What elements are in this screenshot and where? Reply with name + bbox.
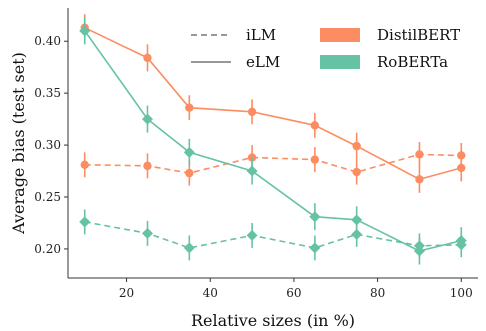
- legend-label-distilbert: DistilBERT: [377, 26, 460, 44]
- y-tick-label: 0.40: [34, 34, 61, 48]
- data-point-distilbert-ilm: [143, 161, 152, 171]
- data-point-distilbert-elm: [143, 53, 152, 63]
- series-line-distilbert-elm: [84, 26, 462, 181]
- legend-swatch-distilbert: [320, 28, 360, 42]
- data-point-distilbert-elm: [247, 107, 257, 117]
- data-point-distilbert-ilm: [457, 151, 466, 160]
- data-point-distilbert-ilm: [310, 155, 320, 164]
- legend-label-ilm: iLM: [246, 26, 276, 44]
- x-tick-label: 80: [370, 286, 385, 300]
- x-axis-ticks: 20 40 60 80 100: [119, 278, 473, 300]
- data-point-roberta-ilm: [79, 216, 91, 228]
- data-point-distilbert-ilm: [352, 167, 361, 177]
- series-line-roberta-ilm: [84, 221, 462, 249]
- series-distilbert-ilm: [80, 141, 466, 186]
- x-axis-label: Relative sizes (in %): [191, 311, 355, 330]
- data-point-roberta-ilm: [246, 229, 258, 241]
- x-tick-label: 100: [450, 286, 473, 300]
- data-point-roberta-elm: [183, 146, 195, 158]
- x-tick-label: 60: [286, 286, 301, 300]
- y-tick-label: 0.30: [34, 138, 61, 152]
- y-axis-ticks: 0.20 0.25 0.30 0.35 0.40: [34, 34, 68, 256]
- data-point-roberta-ilm: [413, 240, 425, 252]
- series-line-distilbert-ilm: [84, 153, 462, 174]
- y-tick-label: 0.25: [34, 190, 61, 204]
- data-point-roberta-ilm: [351, 228, 363, 240]
- data-point-roberta-elm: [351, 214, 363, 226]
- data-point-roberta-ilm: [183, 242, 195, 254]
- data-point-roberta-elm: [246, 165, 258, 177]
- legend: iLM eLM DistilBERT RoBERTa: [191, 26, 460, 71]
- y-axis-label: Average bias (test set): [9, 52, 28, 235]
- data-point-roberta-ilm: [455, 239, 467, 251]
- data-point-roberta-elm: [79, 25, 91, 37]
- axes: [67, 8, 478, 279]
- legend-label-elm: eLM: [246, 53, 280, 71]
- data-point-distilbert-elm: [352, 141, 361, 151]
- series-line-roberta-elm: [84, 30, 462, 252]
- legend-label-roberta: RoBERTa: [377, 53, 448, 71]
- data-point-roberta-elm: [309, 211, 321, 223]
- data-point-distilbert-elm: [185, 103, 194, 112]
- data-point-roberta-ilm: [309, 242, 321, 254]
- data-point-distilbert-ilm: [185, 168, 194, 178]
- data-point-roberta-elm: [141, 113, 153, 125]
- legend-swatch-roberta: [320, 55, 360, 69]
- x-tick-label: 20: [119, 286, 134, 300]
- x-tick-label: 40: [203, 286, 218, 300]
- data-point-distilbert-elm: [415, 175, 424, 184]
- y-tick-label: 0.20: [34, 242, 61, 256]
- data-point-distilbert-ilm: [80, 160, 89, 170]
- data-point-distilbert-ilm: [415, 150, 424, 159]
- y-tick-label: 0.35: [34, 86, 61, 100]
- series-layer: [79, 14, 467, 265]
- data-point-roberta-ilm: [141, 227, 153, 239]
- data-point-distilbert-elm: [310, 121, 320, 130]
- series-roberta-ilm: [79, 209, 467, 261]
